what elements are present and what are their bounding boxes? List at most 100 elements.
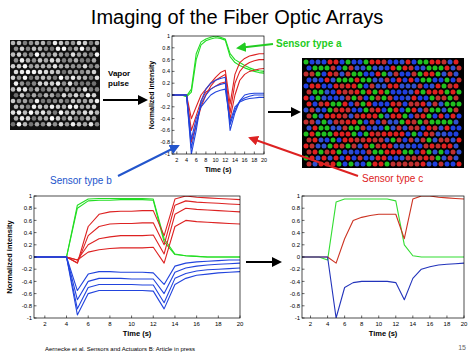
fiber-dot	[337, 126, 342, 131]
fiber-dot	[38, 116, 43, 121]
fiber-dot	[80, 58, 85, 63]
x-tick	[88, 316, 89, 319]
fiber-dot	[56, 105, 61, 110]
fiber-dot	[436, 120, 441, 125]
fiber-dot	[50, 70, 55, 75]
fiber-dot	[412, 132, 417, 137]
fiber-dot	[352, 156, 357, 161]
fiber-dot	[349, 150, 354, 155]
fiber-dot	[44, 81, 49, 86]
fiber-dot	[439, 102, 444, 107]
fiber-dot	[322, 108, 327, 113]
fiber-dot	[445, 78, 450, 83]
fiber-dot	[11, 99, 16, 104]
fiber-dot	[316, 72, 321, 77]
fiber-dot	[313, 114, 318, 119]
fiber-dot	[448, 108, 453, 113]
fiber-dot	[415, 78, 420, 83]
fiber-dot	[388, 84, 393, 89]
y-tick-label: 0.8	[24, 205, 33, 211]
x-tick-label: 6	[343, 321, 347, 327]
fiber-dot	[89, 99, 94, 104]
fiber-dot	[445, 126, 450, 131]
fiber-dot	[59, 110, 64, 115]
arrow	[250, 138, 358, 176]
fiber-dot	[412, 156, 417, 161]
fiber-dot	[448, 120, 453, 125]
fiber-dot	[47, 76, 52, 81]
fiber-dot	[397, 90, 402, 95]
y-tick	[302, 281, 305, 282]
fiber-dot	[430, 108, 435, 113]
fiber-dot	[337, 162, 342, 167]
fiber-dot	[427, 138, 432, 143]
fiber-dot	[62, 116, 67, 121]
x-tick	[464, 316, 465, 319]
fiber-dot	[370, 60, 375, 65]
fiber-dot	[394, 72, 399, 77]
plot-frame	[302, 196, 464, 318]
fiber-dot	[415, 162, 420, 167]
fiber-dot	[86, 58, 91, 63]
fiber-dot	[337, 150, 342, 155]
fiber-dot	[325, 102, 330, 107]
fiber-dot	[65, 99, 70, 104]
fiber-dot	[307, 138, 312, 143]
fiber-dot	[11, 52, 16, 57]
fiber-dot	[65, 87, 70, 92]
fiber-dot	[17, 122, 22, 127]
fiber-dot	[68, 47, 73, 52]
arrow	[103, 99, 146, 101]
fiber-dot	[95, 99, 100, 104]
sensor-label: Sensor type c	[362, 173, 423, 184]
fiber-dot	[406, 60, 411, 65]
y-tick	[34, 220, 37, 221]
fiber-dot	[394, 120, 399, 125]
fiber-dot	[376, 156, 381, 161]
fiber-dot	[346, 84, 351, 89]
fiber-dot	[14, 58, 19, 63]
fiber-dot	[71, 122, 76, 127]
fiber-dot	[397, 114, 402, 119]
fiber-dot	[454, 156, 459, 161]
fiber-dot	[62, 105, 67, 110]
fiber-dot	[451, 114, 456, 119]
fiber-dot	[439, 78, 444, 83]
fiber-dot	[343, 66, 348, 71]
fiber-dot	[74, 58, 79, 63]
fiber-dot	[41, 41, 46, 46]
fiber-dot	[391, 114, 396, 119]
fiber-dot	[346, 72, 351, 77]
fiber-dot	[358, 72, 363, 77]
fiber-dot	[340, 60, 345, 65]
y-tick-label: 0.2	[162, 80, 170, 86]
fiber-dot	[313, 126, 318, 131]
fiber-dot	[26, 105, 31, 110]
fiber-dot	[53, 41, 58, 46]
y-tick-label: 0.6	[162, 57, 170, 63]
y-tick	[172, 142, 175, 143]
fiber-dot	[391, 138, 396, 143]
fiber-dot	[451, 162, 456, 167]
fiber-dot	[418, 132, 423, 137]
fiber-dot	[382, 72, 387, 77]
x-tick	[361, 316, 362, 319]
x-axis-label: Time (s)	[369, 329, 398, 338]
fiber-dot	[451, 78, 456, 83]
fiber-dot	[388, 60, 393, 65]
fiber-dot	[394, 132, 399, 137]
fiber-dot	[433, 90, 438, 95]
fiber-dot	[448, 144, 453, 149]
fiber-dot	[406, 72, 411, 77]
x-tick	[264, 152, 265, 155]
fiber-dot	[80, 47, 85, 52]
y-tick-label: 1	[297, 193, 301, 199]
fiber-dot	[451, 150, 456, 155]
fiber-dot	[325, 126, 330, 131]
fiber-dot	[316, 96, 321, 101]
fiber-dot	[361, 114, 366, 119]
fiber-dot	[436, 60, 441, 65]
y-tick	[172, 47, 175, 48]
fiber-dot	[373, 66, 378, 71]
fiber-dot	[319, 138, 324, 143]
